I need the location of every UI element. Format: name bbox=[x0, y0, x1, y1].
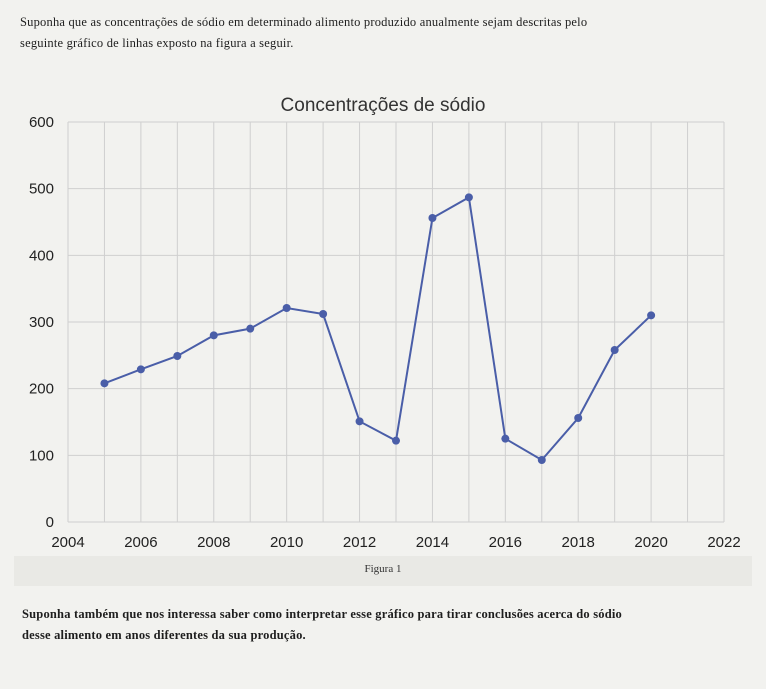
intro-line-2: seguinte gráfico de linhas exposto na fi… bbox=[20, 36, 294, 50]
x-tick-label: 2020 bbox=[634, 534, 667, 551]
y-tick-label: 200 bbox=[29, 381, 54, 398]
y-tick-label: 500 bbox=[29, 181, 54, 198]
y-tick-label: 0 bbox=[46, 514, 54, 531]
data-point bbox=[209, 331, 218, 340]
data-point bbox=[100, 379, 109, 388]
outro-line-2: desse alimento em anos diferentes da sua… bbox=[22, 628, 306, 642]
y-tick-label: 400 bbox=[29, 247, 54, 264]
figure-caption-band: Figura 1 bbox=[14, 556, 752, 586]
series-line bbox=[104, 195, 652, 462]
data-point bbox=[574, 414, 583, 422]
x-tick-label: 2022 bbox=[707, 534, 740, 551]
data-point bbox=[464, 193, 473, 202]
sodium-line-chart: Concentrações de sódio 0 100 200 300 400 500 6… bbox=[29, 95, 741, 551]
y-tick-label: 600 bbox=[29, 114, 54, 131]
data-point bbox=[537, 456, 546, 464]
data-point bbox=[392, 436, 400, 445]
chart-grid bbox=[67, 121, 725, 523]
intro-text: Suponha que as concentrações de sódio em… bbox=[20, 12, 740, 54]
x-tick-label: 2018 bbox=[562, 534, 595, 551]
data-point bbox=[173, 352, 182, 360]
data-point bbox=[246, 324, 255, 333]
data-point bbox=[501, 434, 510, 443]
data-point bbox=[136, 365, 145, 374]
x-tick-label: 2012 bbox=[343, 534, 376, 551]
outro-text: Suponha também que nos interessa saber c… bbox=[22, 604, 742, 646]
outro-line-1: Suponha também que nos interessa saber c… bbox=[22, 607, 622, 621]
data-point bbox=[355, 417, 364, 426]
x-tick-label: 2014 bbox=[416, 534, 449, 551]
x-tick-label: 2006 bbox=[124, 534, 157, 551]
data-point bbox=[610, 346, 619, 354]
x-tick-label: 2008 bbox=[197, 534, 230, 551]
x-tick-label: 2004 bbox=[51, 534, 84, 551]
data-point bbox=[319, 310, 328, 318]
chart-title: Concentrações de sódio bbox=[281, 95, 486, 116]
data-point bbox=[647, 311, 656, 320]
y-tick-label: 300 bbox=[29, 314, 54, 331]
data-point bbox=[282, 304, 291, 312]
x-tick-label: 2016 bbox=[489, 534, 522, 551]
x-tick-label: 2010 bbox=[270, 534, 303, 551]
y-tick-label: 100 bbox=[29, 447, 54, 464]
chart-series bbox=[100, 193, 656, 464]
intro-line-1: Suponha que as concentrações de sódio em… bbox=[20, 15, 588, 29]
data-point bbox=[428, 214, 437, 222]
chart-tick-labels: 0 100 200 300 400 500 600 2004 2006 2008 2010 2012 2… bbox=[29, 114, 741, 551]
figure-caption: Figura 1 bbox=[364, 563, 402, 575]
